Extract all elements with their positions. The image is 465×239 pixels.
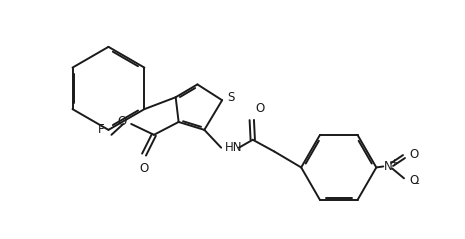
Text: F: F	[98, 123, 104, 136]
Text: +: +	[390, 158, 397, 167]
Text: N: N	[384, 160, 392, 173]
Text: S: S	[227, 91, 234, 104]
Text: O: O	[409, 148, 418, 161]
Text: HN: HN	[225, 141, 243, 154]
Text: −: −	[412, 179, 420, 189]
Text: O: O	[117, 115, 126, 129]
Text: O: O	[256, 102, 265, 115]
Text: O: O	[409, 174, 418, 187]
Text: O: O	[140, 162, 149, 174]
